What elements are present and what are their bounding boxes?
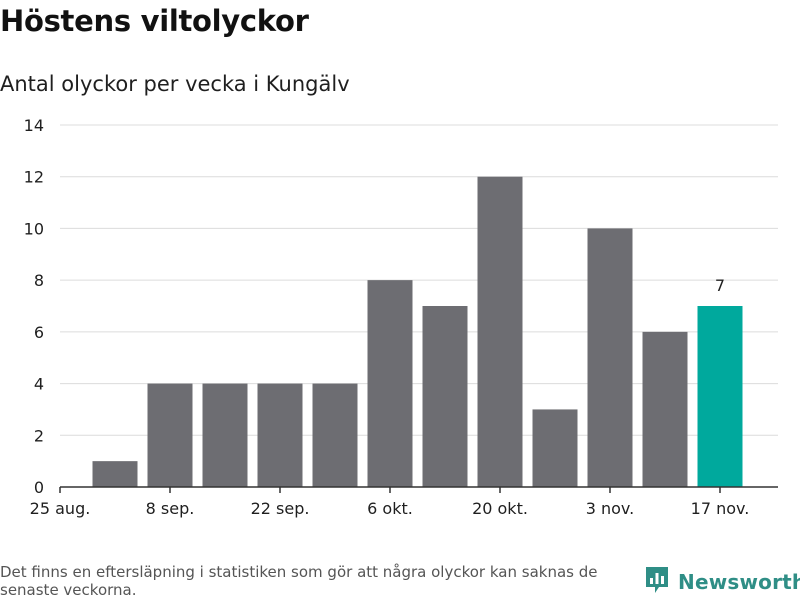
bar — [312, 383, 358, 487]
x-tick-label: 17 nov. — [691, 499, 750, 518]
bar-chart-speech-bubble-icon — [644, 565, 670, 599]
y-tick-label: 10 — [24, 219, 44, 238]
bars — [92, 176, 743, 487]
bar — [92, 461, 138, 487]
bar — [202, 383, 248, 487]
x-axis-tick-labels: 25 aug. 8 sep. 22 sep. 6 okt. 20 okt. 3 nov. 1… — [30, 499, 750, 518]
brand-name: Newsworthy — [678, 570, 800, 594]
bar — [367, 280, 413, 487]
chart-title: Höstens viltolyckor — [0, 4, 309, 38]
bar-highlighted — [697, 306, 743, 487]
y-tick-label: 4 — [34, 375, 44, 394]
x-tick-label: 8 sep. — [146, 499, 195, 518]
bar — [477, 176, 523, 487]
bar-chart: 0 2 4 6 8 10 12 14 25 aug. 8 sep. 22 sep. 6 okt. 20… — [24, 116, 778, 518]
y-tick-label: 0 — [34, 478, 44, 497]
y-tick-label: 8 — [34, 271, 44, 290]
x-tick-label: 22 sep. — [251, 499, 310, 518]
bar — [587, 228, 633, 487]
x-axis — [59, 486, 778, 493]
x-tick-label: 3 nov. — [586, 499, 635, 518]
brand: Newsworthy — [644, 566, 800, 598]
y-tick-label: 14 — [24, 116, 44, 135]
bar — [147, 383, 193, 487]
x-tick-label: 6 okt. — [367, 499, 413, 518]
data-label: 7 — [715, 276, 725, 295]
x-tick-label: 20 okt. — [472, 499, 528, 518]
bar — [257, 383, 303, 487]
y-tick-label: 6 — [34, 323, 44, 342]
chart-subtitle: Antal olyckor per vecka i Kungälv — [0, 72, 350, 96]
y-axis-tick-labels: 0 2 4 6 8 10 12 14 — [24, 116, 44, 497]
bar — [642, 331, 688, 487]
y-tick-label: 2 — [34, 426, 44, 445]
x-tick-label: 25 aug. — [30, 499, 91, 518]
data-labels: 7 — [715, 276, 725, 295]
y-tick-label: 12 — [24, 168, 44, 187]
bar — [532, 409, 578, 487]
bar — [422, 306, 468, 487]
footnote: Det finns en eftersläpning i statistiken… — [0, 563, 598, 599]
